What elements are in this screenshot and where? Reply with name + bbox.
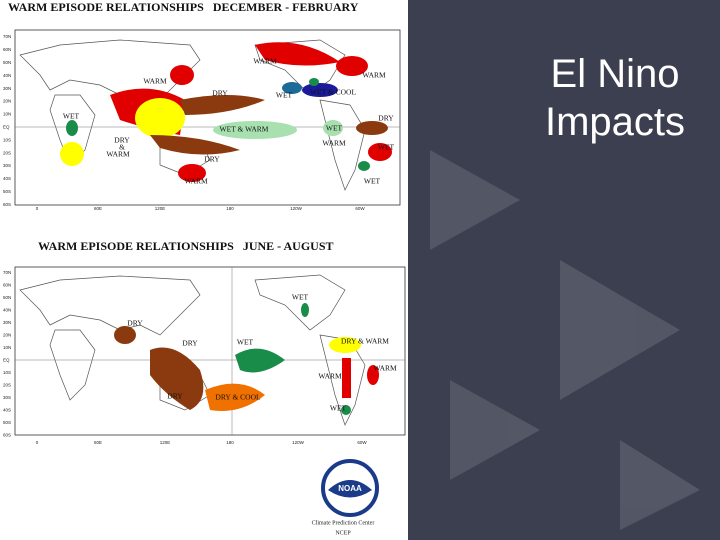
lat-label: 20N <box>3 99 11 104</box>
map-title: WARM EPISODE RELATIONSHIPS DECEMBER - FE… <box>8 0 359 14</box>
region-label: DRY <box>378 114 394 123</box>
slide-title: El Nino Impacts <box>520 50 710 146</box>
region-label: WET & COOL <box>310 88 357 97</box>
region-label: DRY <box>182 339 198 348</box>
region-label: DRY <box>167 392 183 401</box>
lat-label: 60N <box>3 283 11 288</box>
lat-label: EQ <box>3 358 10 363</box>
region-label: DRY <box>127 319 143 328</box>
map: 70N 60N 50N 40N 30N 20N 10N EQ 10S 20S 30S 40S 50S 60… <box>3 266 406 445</box>
lon-label: 120W <box>290 206 303 211</box>
lon-label: 60E <box>94 206 102 211</box>
region-label: WARM <box>253 57 277 66</box>
region-label: DRY & WARM <box>341 337 389 346</box>
lat-label: 50S <box>3 189 11 194</box>
lat-label: 70N <box>3 270 11 275</box>
lat-label: 40S <box>3 408 11 413</box>
lon-label: 120E <box>155 206 166 211</box>
lat-label: 50S <box>3 420 11 425</box>
lat-label: 30N <box>3 86 11 91</box>
region-label: DRY <box>204 155 220 164</box>
region-label: WET <box>330 404 347 413</box>
lon-label: 60W <box>355 206 365 211</box>
region-label: WET & WARM <box>220 125 269 134</box>
region-label: WET <box>326 124 343 133</box>
lat-label: 60N <box>3 47 11 52</box>
map: 70N 60N 50N 40N 30N 20N 10N EQ 10S 20S 30S 40S 50S 60… <box>3 29 401 211</box>
region-label: WET <box>378 143 395 152</box>
region-label: WARM <box>106 150 130 159</box>
lon-label: 120E <box>160 440 171 445</box>
region-label: WARM <box>143 77 167 86</box>
logo <box>321 459 379 517</box>
region-label: WARM <box>184 177 208 186</box>
lat-label: 20N <box>3 333 11 338</box>
region-label: DRY <box>114 136 130 145</box>
lat-label: 60S <box>3 433 11 438</box>
region-label: & <box>119 143 125 152</box>
lat-label: 30N <box>3 320 11 325</box>
lon-label: 60W <box>357 440 367 445</box>
lat-label: 70N <box>3 34 11 39</box>
region-label: WET <box>276 91 293 100</box>
lon-label: 180 <box>226 206 234 211</box>
lat-label: 10N <box>3 345 11 350</box>
region-label: WARM <box>318 372 342 381</box>
region-label: WET <box>237 338 254 347</box>
map-title: WARM EPISODE RELATIONSHIPS JUNE - AUGUST <box>38 239 334 253</box>
region-label: WARM <box>362 71 386 80</box>
region-label: WET <box>292 293 309 302</box>
lon-label: 0 <box>36 206 39 211</box>
logo-caption: Climate Prediction Center <box>312 520 375 526</box>
title-line: El Nino <box>550 52 680 96</box>
region-label: DRY <box>212 89 228 98</box>
region-label: DRY & COOL <box>215 393 261 402</box>
lat-label: 30S <box>3 163 11 168</box>
lat-label: EQ <box>3 124 10 129</box>
lat-label: 60S <box>3 202 11 207</box>
lat-label: 20S <box>3 383 11 388</box>
lat-label: 10S <box>3 137 11 142</box>
logo-emblem: NOAA <box>338 484 362 493</box>
region-label: WARM <box>322 139 346 148</box>
lon-label: 0 <box>36 440 39 445</box>
lat-label: 10S <box>3 370 11 375</box>
lat-label: 30S <box>3 395 11 400</box>
lon-label: 120W <box>292 440 305 445</box>
region-label: WET <box>364 177 381 186</box>
lon-label: 180 <box>226 440 234 445</box>
lon-label: 60E <box>94 440 102 445</box>
title-line: Impacts <box>544 100 686 144</box>
region-label: WARM <box>373 364 397 373</box>
lat-label: 40N <box>3 308 11 313</box>
lat-label: 50N <box>3 60 11 65</box>
background-pattern <box>430 150 700 530</box>
region-label: WET <box>63 112 80 121</box>
lat-label: 40S <box>3 176 11 181</box>
lat-label: 40N <box>3 73 11 78</box>
lat-label: 50N <box>3 295 11 300</box>
lat-label: 20S <box>3 150 11 155</box>
lat-label: 10N <box>3 112 11 117</box>
logo-caption: NCEP <box>335 530 351 536</box>
